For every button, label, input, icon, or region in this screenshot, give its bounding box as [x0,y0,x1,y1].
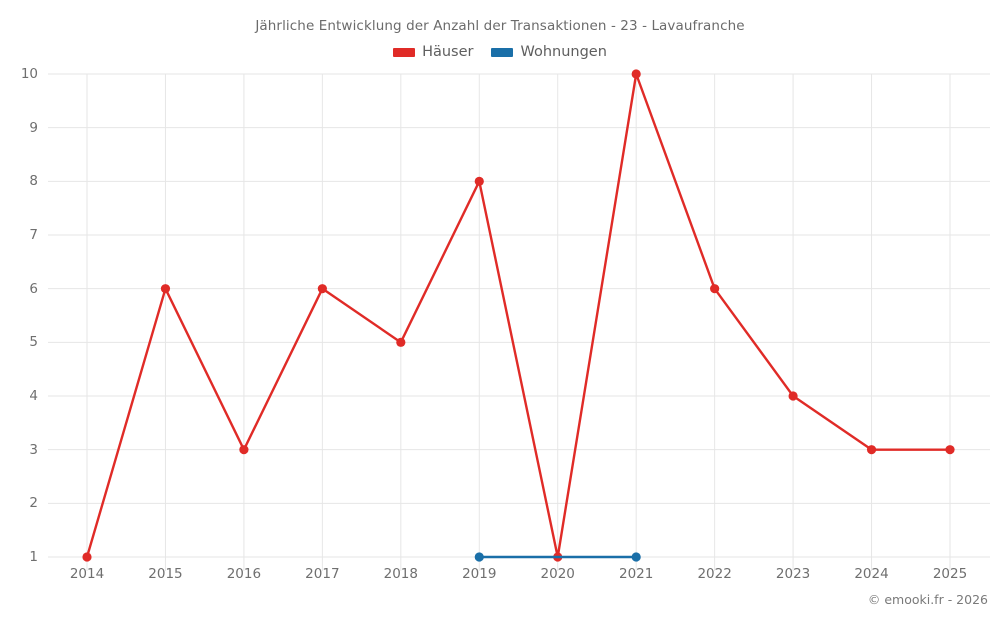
x-axis-tick-label: 2023 [775,566,811,582]
legend-label-hauser: Häuser [422,44,474,60]
y-axis-tick-label: 3 [29,441,38,458]
x-axis-tick-label: 2020 [540,566,575,582]
chart-legend: Häuser Wohnungen [0,44,1000,60]
data-point[interactable] [866,445,877,455]
chart-title: Jährliche Entwicklung der Anzahl der Tra… [255,18,745,34]
x-axis-tick-label: 2018 [383,566,418,582]
data-point[interactable] [396,337,406,347]
data-point[interactable] [82,552,92,562]
copyright-notice: © emooki.fr - 2026 [867,592,988,607]
x-axis-tick-label: 2019 [462,566,497,582]
y-axis-tick-label: 9 [29,119,38,136]
x-axis-tick-label: 2017 [305,566,340,582]
x-axis-tick-label: 2025 [932,566,968,582]
x-axis-tick-label: 2015 [148,566,183,582]
y-axis-tick-label: 1 [29,549,38,565]
data-point[interactable] [945,445,955,455]
x-axis-tick-label: 2024 [854,566,889,582]
y-axis-tick-label: 5 [29,334,38,351]
gridlines [48,73,990,571]
data-point[interactable] [474,176,484,186]
data-point[interactable] [631,552,641,562]
x-axis-tick-label: 2022 [697,566,732,582]
y-axis-tick-label: 10 [20,66,38,82]
data-point[interactable] [710,284,720,294]
legend-item-hauser[interactable]: Häuser [393,44,473,60]
series-line [85,72,952,559]
x-axis-tick-label: 2016 [226,566,262,582]
y-axis-tick-label: 4 [29,388,38,404]
y-axis-tick-label: 2 [29,495,38,512]
y-axis-tick-label: 7 [29,227,38,243]
legend-swatch-wohnungen [491,47,514,57]
data-point[interactable] [631,69,641,79]
y-axis-tick-label: 8 [29,173,38,190]
data-point[interactable] [239,445,249,455]
data-point[interactable] [160,284,171,294]
legend-item-wohnungen[interactable]: Wohnungen [491,44,607,60]
legend-label-wohnungen: Wohnungen [520,44,607,60]
data-point[interactable] [317,284,327,294]
x-axis-tick-label: 2014 [69,566,105,582]
x-axis-tick-label: 2021 [618,566,654,582]
y-axis-tick-label: 6 [29,280,38,297]
series-wohnungen [474,552,641,562]
data-point[interactable] [788,391,798,401]
legend-swatch-hauser [393,47,416,57]
data-point[interactable] [474,552,484,562]
